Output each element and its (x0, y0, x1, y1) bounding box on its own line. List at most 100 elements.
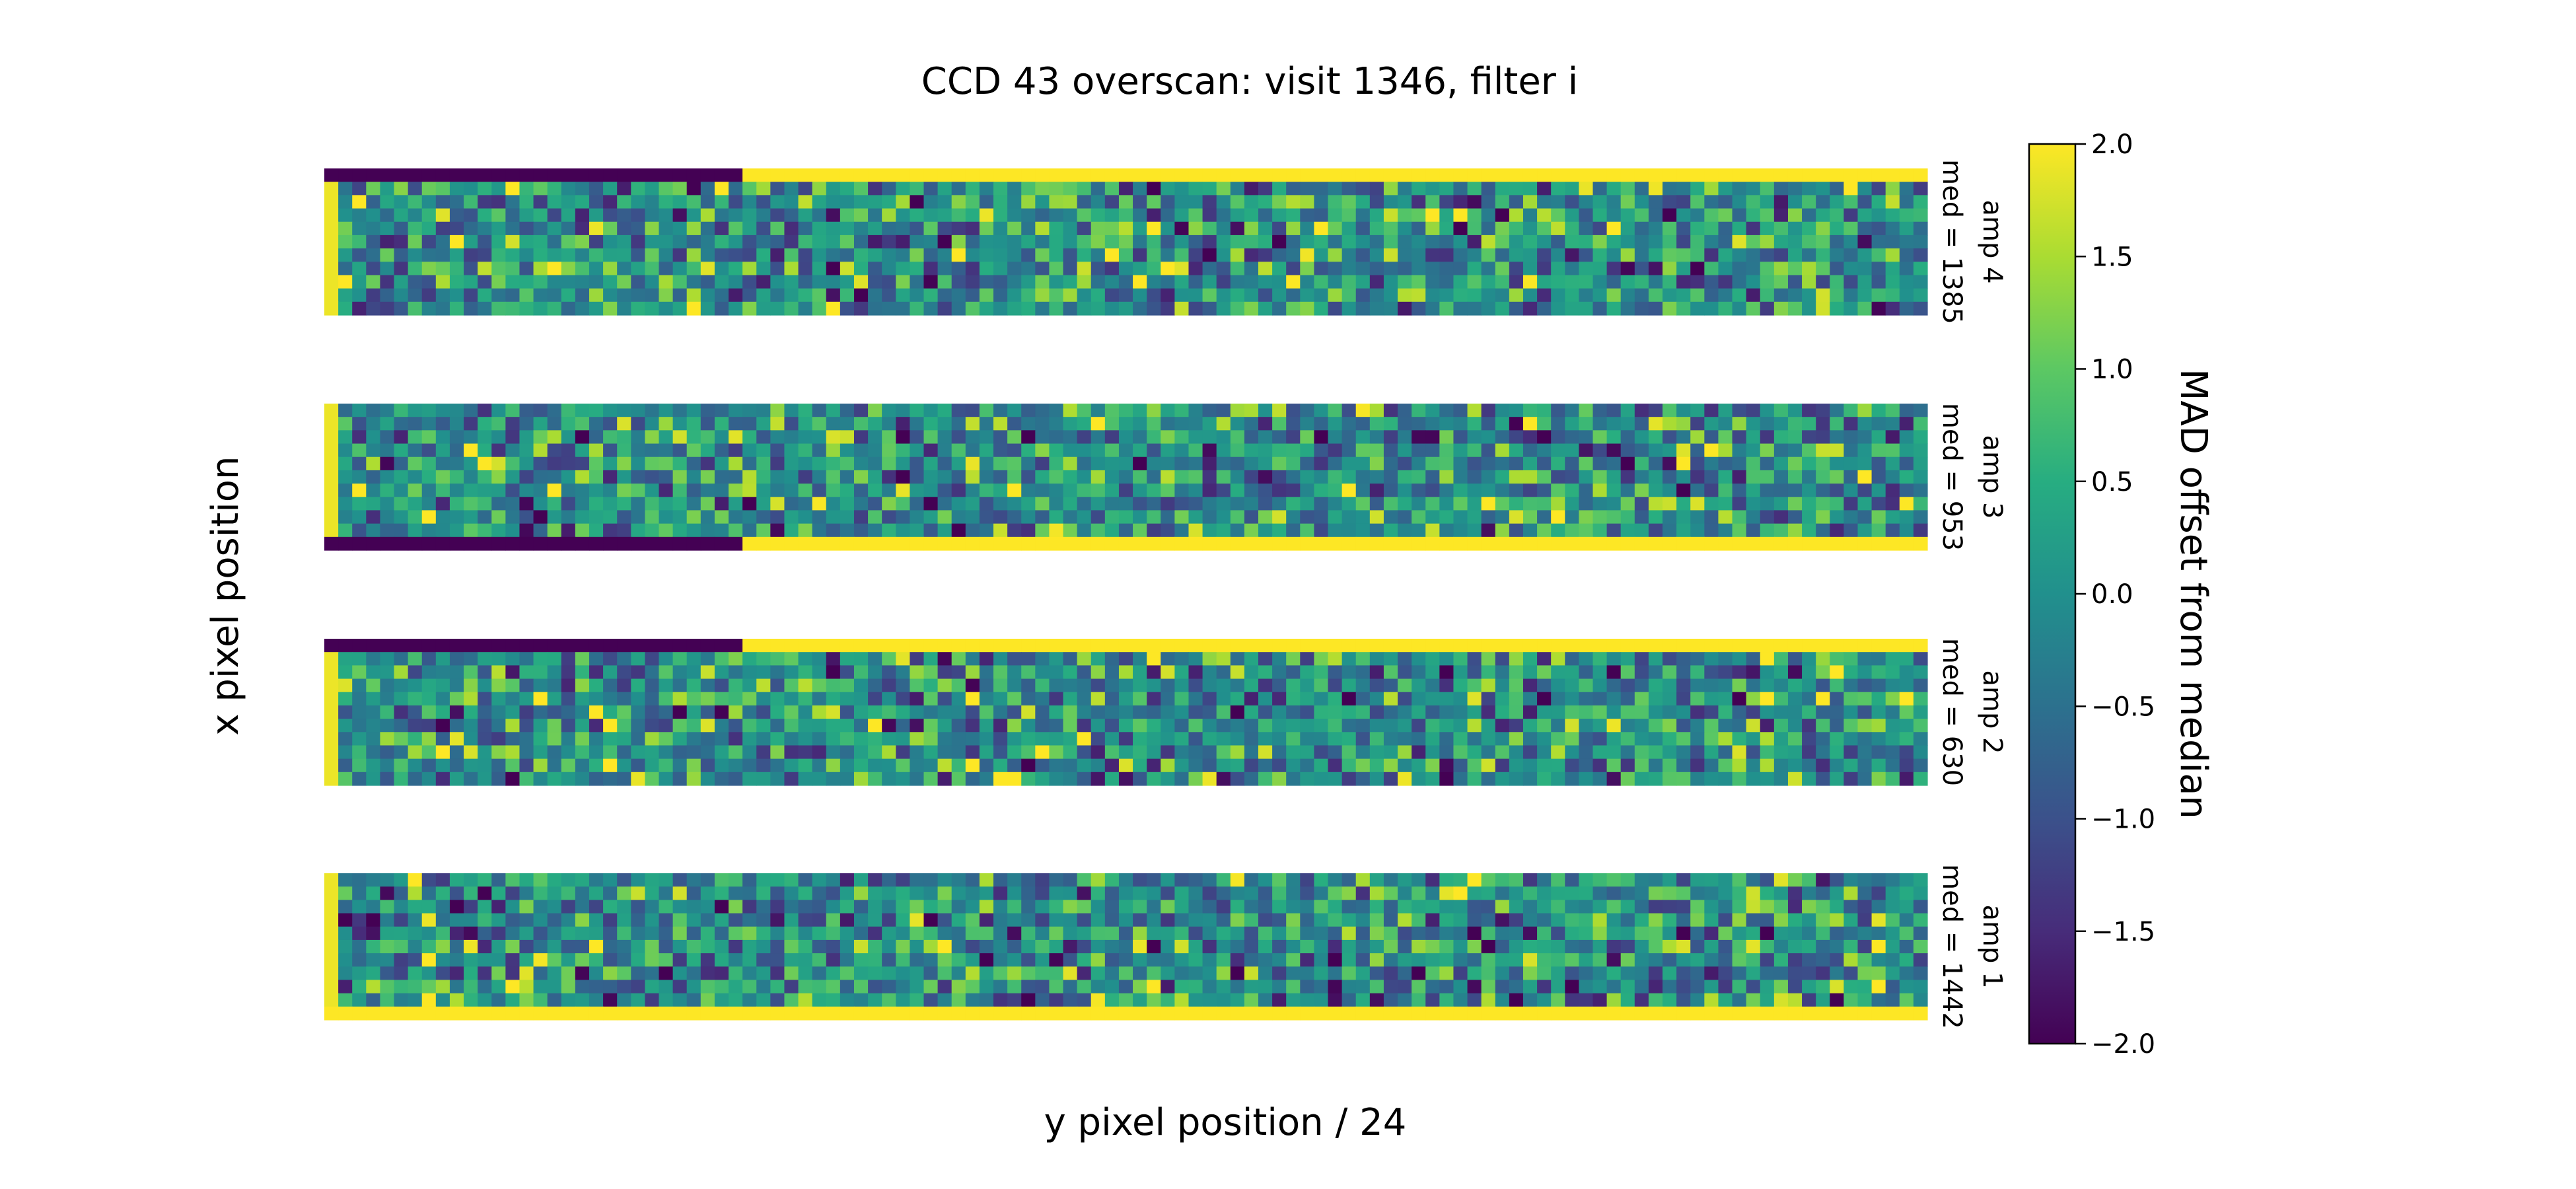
heatmap-cell (1593, 444, 1608, 458)
heatmap-cell (1551, 275, 1565, 289)
heatmap-cell (394, 262, 409, 275)
heatmap-cell (1412, 732, 1426, 746)
heatmap-cell (673, 940, 688, 954)
heatmap-cell (1119, 900, 1133, 914)
heatmap-cell (1830, 470, 1844, 484)
heatmap-cell (1774, 289, 1789, 303)
heatmap-cell (1676, 772, 1691, 786)
heatmap-cell (1203, 497, 1217, 511)
heatmap-cell (799, 953, 813, 967)
heatmap-cell (1203, 302, 1217, 316)
heatmap-cell (896, 524, 910, 538)
heatmap-cell (1412, 275, 1426, 289)
heatmap-cell (1314, 873, 1328, 887)
heatmap-cell (645, 182, 659, 196)
heatmap-cell (1049, 900, 1063, 914)
heatmap-cell (1579, 404, 1593, 417)
heatmap-cell (436, 484, 450, 497)
heatmap-cell (1147, 980, 1161, 993)
heatmap-cell (1147, 652, 1161, 666)
heatmap-cell (742, 235, 757, 249)
heatmap-cell (1370, 993, 1384, 1007)
heatmap-cell (408, 470, 423, 484)
heatmap-cell (882, 524, 896, 538)
heatmap-cell (1900, 705, 1914, 719)
heatmap-cell (1509, 497, 1524, 511)
heatmap-cell (715, 417, 729, 431)
heatmap-cell (1453, 510, 1468, 524)
heatmap-cell (1398, 679, 1412, 693)
heatmap-cell (784, 222, 799, 236)
heatmap-cell (1007, 732, 1022, 746)
heatmap-cell (1565, 993, 1579, 1007)
heatmap-cell (701, 719, 715, 733)
heatmap-cell (324, 182, 339, 196)
heatmap-cell (756, 404, 771, 417)
heatmap-cell (1649, 927, 1663, 941)
heatmap-cell (603, 639, 618, 653)
heatmap-cell (505, 980, 520, 993)
heatmap-cell (1077, 940, 1092, 954)
heatmap-cell (1593, 639, 1608, 653)
heatmap-cell (1663, 457, 1677, 471)
heatmap-cell (1258, 679, 1273, 693)
heatmap-cell (1760, 914, 1775, 927)
heatmap-cell (1174, 510, 1189, 524)
heatmap-cell (923, 209, 938, 223)
heatmap-cell (1272, 209, 1287, 223)
heatmap-cell (1551, 993, 1565, 1007)
heatmap-cell (491, 430, 506, 444)
heatmap-cell (993, 209, 1008, 223)
heatmap-cell (882, 692, 896, 706)
heatmap-cell (1370, 705, 1384, 719)
heatmap-cell (938, 182, 952, 196)
heatmap-cell (1133, 745, 1147, 759)
heatmap-cell (938, 759, 952, 773)
heatmap-cell (1244, 719, 1259, 733)
heatmap-cell (1579, 222, 1593, 236)
heatmap-cell (1272, 639, 1287, 653)
heatmap-cell (1258, 209, 1273, 223)
heatmap-cell (812, 927, 827, 941)
heatmap-cell (1718, 639, 1733, 653)
heatmap-cell (1063, 417, 1078, 431)
heatmap-cell (1161, 719, 1175, 733)
heatmap-cell (1425, 745, 1440, 759)
heatmap-cell (799, 537, 813, 551)
heatmap-cell (1244, 235, 1259, 249)
heatmap-cell (1244, 524, 1259, 538)
heatmap-cell (966, 966, 980, 980)
heatmap-cell (938, 873, 952, 887)
heatmap-cell (1760, 235, 1775, 249)
heatmap-cell (938, 262, 952, 275)
heatmap-cell (519, 900, 534, 914)
heatmap-cell (1077, 705, 1092, 719)
heatmap-cell (1174, 404, 1189, 417)
heatmap-cell (1551, 914, 1565, 927)
heatmap-cell (1007, 248, 1022, 262)
heatmap-cell (1663, 759, 1677, 773)
heatmap-cell (1830, 484, 1844, 497)
heatmap-cell (1161, 195, 1175, 209)
heatmap-cell (352, 235, 367, 249)
heatmap-cell (1663, 195, 1677, 209)
heatmap-cell (756, 524, 771, 538)
heatmap-cell (1872, 652, 1886, 666)
heatmap-cell (366, 209, 380, 223)
heatmap-cell (1551, 772, 1565, 786)
heatmap-cell (450, 652, 464, 666)
heatmap-cell (715, 262, 729, 275)
heatmap-cell (1231, 195, 1245, 209)
heatmap-cell (812, 430, 827, 444)
heatmap-cell (1774, 914, 1789, 927)
heatmap-cell (1300, 900, 1314, 914)
heatmap-cell (422, 262, 437, 275)
heatmap-cell (1635, 966, 1649, 980)
heatmap-cell (1203, 404, 1217, 417)
heatmap-cell (1802, 966, 1816, 980)
heatmap-cell (1676, 639, 1691, 653)
heatmap-cell (980, 510, 994, 524)
heatmap-cell (631, 497, 645, 511)
heatmap-cell (742, 275, 757, 289)
heatmap-cell (1021, 980, 1036, 993)
